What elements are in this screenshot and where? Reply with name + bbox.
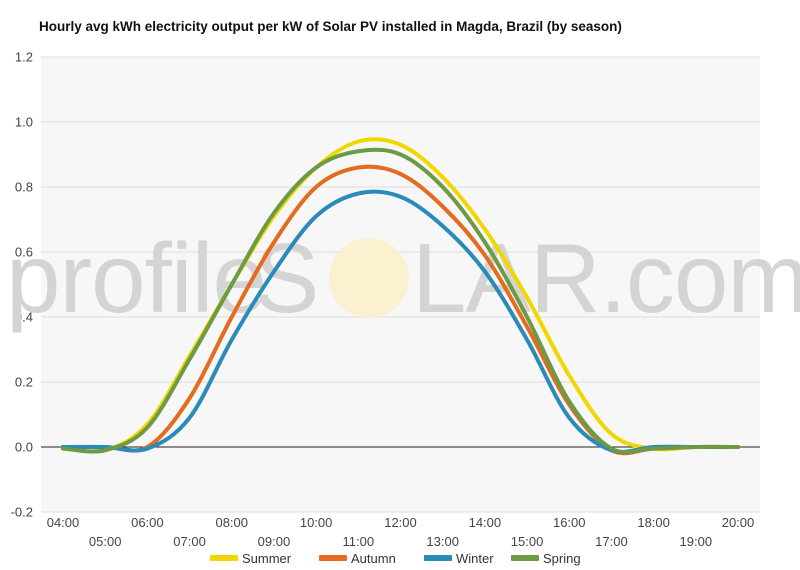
legend-label-winter: Winter xyxy=(456,551,494,566)
y-tick-label: 0.2 xyxy=(15,375,33,390)
y-tick-label: 0.8 xyxy=(15,180,33,195)
y-tick-label: -0.2 xyxy=(11,505,33,520)
y-tick-label: 1.2 xyxy=(15,50,33,65)
x-tick-label: 10:00 xyxy=(300,515,333,530)
chart-title: Hourly avg kWh electricity output per kW… xyxy=(39,19,622,34)
x-tick-label: 06:00 xyxy=(131,515,164,530)
x-tick-label: 20:00 xyxy=(722,515,755,530)
legend-label-summer: Summer xyxy=(242,551,292,566)
x-tick-label: 12:00 xyxy=(384,515,417,530)
x-tick-label: 04:00 xyxy=(47,515,80,530)
y-tick-label: 0.0 xyxy=(15,440,33,455)
legend-label-spring: Spring xyxy=(543,551,581,566)
watermark-sun xyxy=(329,238,409,318)
x-tick-label: 15:00 xyxy=(511,534,544,549)
x-tick-label: 11:00 xyxy=(343,534,375,549)
x-tick-label: 07:00 xyxy=(173,534,206,549)
series-line-spring xyxy=(61,147,740,455)
legend-label-autumn: Autumn xyxy=(351,551,396,566)
y-tick-label: 0.6 xyxy=(15,245,33,260)
x-tick-label: 14:00 xyxy=(469,515,502,530)
y-tick-label: 0.4 xyxy=(15,310,33,325)
legend-swatch-spring xyxy=(511,555,539,561)
legend-swatch-winter xyxy=(424,555,452,561)
x-tick-label: 13:00 xyxy=(426,534,459,549)
x-tick-label: 17:00 xyxy=(595,534,628,549)
legend-swatch-summer xyxy=(210,555,238,561)
x-tick-label: 08:00 xyxy=(215,515,248,530)
x-tick-label: 18:00 xyxy=(637,515,670,530)
x-tick-label: 05:00 xyxy=(89,534,122,549)
watermark-right: LAR.com xyxy=(412,223,800,333)
watermark-s: S xyxy=(254,223,318,333)
legend-swatch-autumn xyxy=(319,555,347,561)
y-tick-label: 1.0 xyxy=(15,115,33,130)
watermark-left: profile xyxy=(6,223,266,333)
x-tick-label: 16:00 xyxy=(553,515,586,530)
x-tick-label: 19:00 xyxy=(680,534,713,549)
x-tick-label: 09:00 xyxy=(258,534,291,549)
